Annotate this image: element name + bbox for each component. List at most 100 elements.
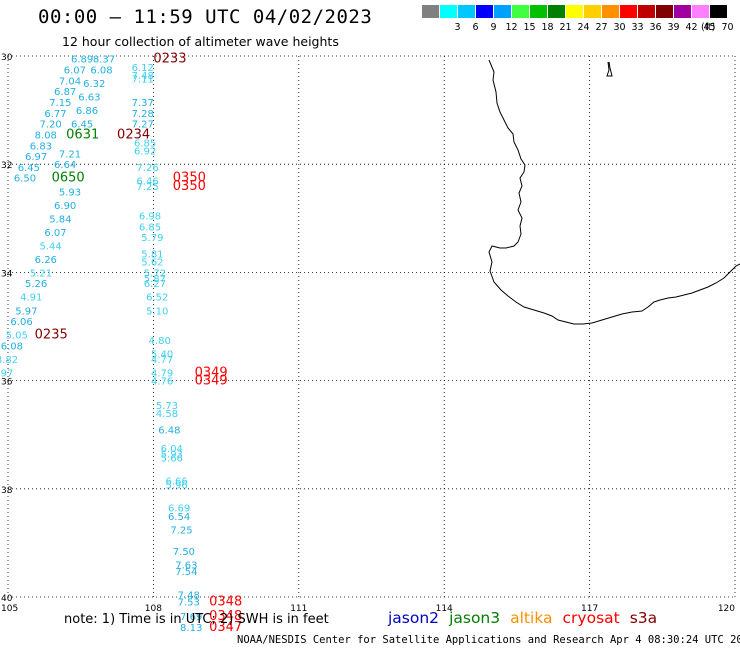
color-swatch xyxy=(584,5,601,18)
color-swatch xyxy=(476,5,493,18)
footer-note: note: 1) Time is in UTC; 2) SWH is in fe… xyxy=(64,612,329,627)
wave-height-value: 6.92 xyxy=(134,147,156,158)
color-swatch xyxy=(638,5,655,18)
legend-entry-s3a: s3a xyxy=(629,609,658,627)
satellite-legend: jason2 jason3 altika cryosat s3a xyxy=(388,609,667,627)
wave-height-value: 3.82 xyxy=(0,355,18,366)
wave-height-value: 8.37 xyxy=(93,55,115,66)
wave-height-value: 4.76 xyxy=(151,377,173,388)
wave-height-value: 5.26 xyxy=(25,279,47,290)
wave-height-value: 7.48 xyxy=(178,590,200,601)
color-scale-label: 9 xyxy=(490,22,497,33)
color-scale-label: 27 xyxy=(595,22,608,33)
pass-time-label: 0235 xyxy=(35,328,68,343)
wave-height-value: 6.77 xyxy=(44,109,66,120)
pass-time-label: 0350 xyxy=(173,171,206,186)
color-swatch xyxy=(422,5,439,18)
color-swatch xyxy=(458,5,475,18)
wave-height-value: 5.21 xyxy=(30,268,52,279)
color-scale-label: 15 xyxy=(523,22,536,33)
wave-height-value: 7.21 xyxy=(59,149,81,160)
wave-height-value: 6.97 xyxy=(25,152,47,163)
pass-time-label: 0349 xyxy=(195,374,228,389)
wave-height-value: 5.66 xyxy=(161,453,183,464)
wave-height-value: 5.97 xyxy=(15,306,37,317)
wave-height-value: 5.93 xyxy=(59,187,81,198)
wave-height-value: 6.69 xyxy=(168,504,190,515)
wave-height-value: 7.54 xyxy=(175,567,197,578)
lat-label: 34 xyxy=(1,269,13,279)
color-swatch xyxy=(548,5,565,18)
wave-height-value: 5.05 xyxy=(6,331,28,342)
wave-height-value: 6.52 xyxy=(146,293,168,304)
color-scale-label: 24 xyxy=(577,22,590,33)
page-title: 00:00 – 11:59 UTC 04/02/2023 xyxy=(38,6,373,28)
wave-height-value: 7.53 xyxy=(178,597,200,608)
wave-height-value: 8.08 xyxy=(35,130,57,141)
wave-height-value: 6.48 xyxy=(158,425,180,436)
color-swatch xyxy=(512,5,529,18)
wave-height-value: 5.79 xyxy=(141,233,163,244)
lat-label: 36 xyxy=(1,378,13,388)
wave-height-value: 6.66 xyxy=(166,477,188,488)
color-swatch xyxy=(602,5,619,18)
pass-time-label: 0650 xyxy=(52,171,85,186)
wave-height-value: 6.07 xyxy=(64,66,86,77)
wave-height-value: 6.06 xyxy=(10,317,32,328)
lon-label: 120 xyxy=(718,604,735,614)
wave-height-value: 5.40 xyxy=(151,350,173,361)
wave-height-value: 6.50 xyxy=(14,174,36,185)
wave-height-value: 6.83 xyxy=(30,141,52,152)
color-swatch xyxy=(530,5,547,18)
legend-entry-altika: altika xyxy=(510,609,553,627)
lat-label: 30 xyxy=(1,53,13,63)
wave-height-value: 7.69 xyxy=(180,612,202,623)
island xyxy=(606,61,613,77)
wave-height-value: 7.37 xyxy=(132,98,154,109)
wave-height-value: 5.73 xyxy=(156,401,178,412)
color-scale-label: 6 xyxy=(472,22,479,33)
legend-entry-jason2: jason2 xyxy=(388,609,440,627)
wave-height-value: 5.72 xyxy=(144,268,166,279)
wave-height-value: 7.27 xyxy=(132,120,154,131)
wave-height-value: 5.44 xyxy=(40,241,62,252)
wave-height-value: 7.63 xyxy=(175,561,197,572)
color-scale-unit: (ft) xyxy=(701,22,716,33)
wave-height-value: 5.93 xyxy=(161,450,183,461)
pass-time-label: 0349 xyxy=(195,365,228,380)
wave-height-value: 6.08 xyxy=(90,66,112,77)
color-scale-label: 70 xyxy=(721,22,734,33)
lon-label: 111 xyxy=(290,604,307,614)
wave-height-value: 6.54 xyxy=(168,512,190,523)
wave-height-value: 6.90 xyxy=(54,201,76,212)
wave-height-value: 8.13 xyxy=(180,623,202,634)
wave-height-value: 6.45 xyxy=(71,120,93,131)
wave-height-value: 5.84 xyxy=(49,214,71,225)
wave-height-value: 4.58 xyxy=(156,409,178,420)
wave-height-value: 4.79 xyxy=(151,368,173,379)
wave-height-value: 4.91 xyxy=(20,293,42,304)
pass-time-label: 0348 xyxy=(209,609,242,624)
wave-height-value: 6.86 xyxy=(76,106,98,117)
page-subtitle: 12 hour collection of altimeter wave hei… xyxy=(62,34,339,49)
color-swatch xyxy=(440,5,457,18)
legend-entry-jason3: jason3 xyxy=(449,609,501,627)
color-swatch xyxy=(656,5,673,18)
wave-height-value: 7.04 xyxy=(59,76,81,87)
wave-height-value: 6.26 xyxy=(35,255,57,266)
credit-line: NOAA/NESDIS Center for Satellite Applica… xyxy=(237,634,740,646)
wave-height-value: 5.96 xyxy=(166,480,188,491)
pass-time-label: 0348 xyxy=(209,594,242,609)
wave-height-value: 6.89 xyxy=(71,55,93,66)
wave-height-value: 4.80 xyxy=(149,336,171,347)
wave-height-value: 6.27 xyxy=(144,279,166,290)
lon-label: 105 xyxy=(1,604,18,614)
coastline xyxy=(488,59,740,325)
wave-height-value: 7.26 xyxy=(136,163,158,174)
lat-label: 38 xyxy=(1,486,13,496)
color-scale-label: 45 xyxy=(703,22,716,33)
pass-time-label: 0631 xyxy=(66,127,99,142)
legend-entry-cryosat: cryosat xyxy=(562,609,620,627)
color-scale-label: 36 xyxy=(649,22,662,33)
lat-label: 32 xyxy=(1,161,12,171)
